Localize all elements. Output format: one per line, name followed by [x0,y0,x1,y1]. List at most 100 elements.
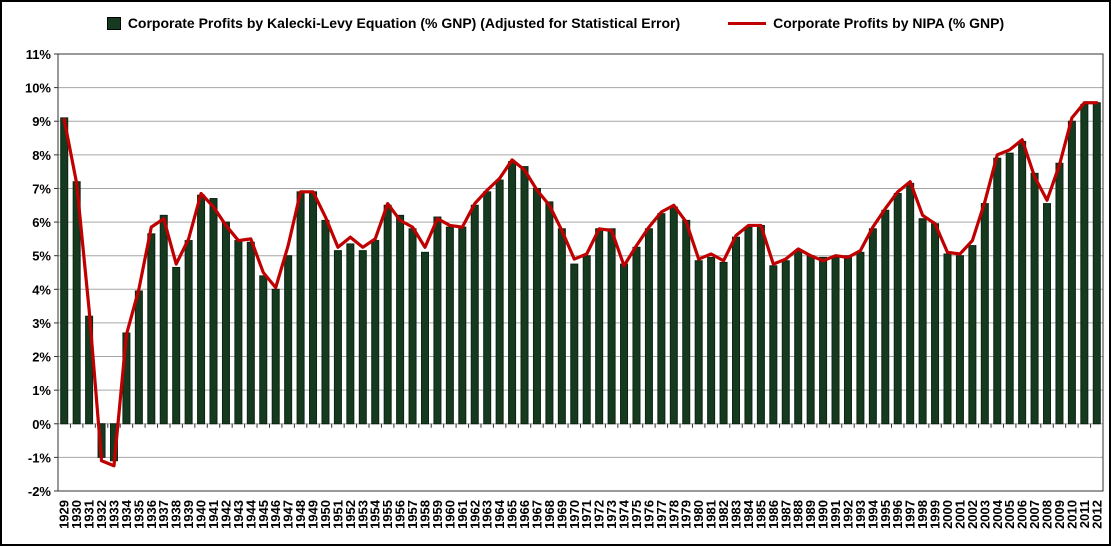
x-tick-label-1939: 1939 [181,500,196,529]
x-tick-label-1948: 1948 [293,500,308,529]
x-tick-label-1936: 1936 [144,500,159,529]
x-tick-label-1956: 1956 [393,500,408,529]
bar-1957 [408,228,417,425]
y-tick-label: 4% [32,282,51,297]
bar-1936 [147,233,156,425]
bar-1942 [221,221,230,425]
x-tick-label-2007: 2007 [1027,500,1042,529]
bar-1977 [657,213,666,425]
bar-1964 [495,179,504,425]
bar-1956 [396,214,405,425]
bar-1948 [296,191,305,425]
x-tick-label-1988: 1988 [791,500,806,529]
x-tick-label-1995: 1995 [878,500,893,529]
bar-1978 [669,206,678,425]
bar-2003 [980,203,989,425]
bar-1980 [694,260,703,425]
bar-2000 [943,253,952,425]
x-tick-label-1984: 1984 [741,499,756,529]
x-tick-label-1938: 1938 [169,500,184,529]
x-tick-label-1951: 1951 [330,500,345,529]
x-tick-label-1975: 1975 [629,500,644,529]
x-tick-label-1953: 1953 [355,500,370,529]
x-tick-label-1994: 1994 [865,499,880,529]
x-tick-label-1942: 1942 [218,500,233,529]
x-tick-label-1959: 1959 [430,500,445,529]
x-tick-label-1979: 1979 [679,500,694,529]
bar-1992 [843,255,852,425]
bar-1986 [769,265,778,425]
x-tick-label-1983: 1983 [729,500,744,529]
bar-1958 [420,251,429,425]
x-tick-label-1970: 1970 [567,500,582,529]
y-tick-label: 1% [32,383,51,398]
x-tick-label-1935: 1935 [131,500,146,529]
bar-1938 [172,266,181,425]
bar-1967 [532,187,541,425]
nipa-line-icon [728,21,767,25]
bar-1965 [508,161,517,425]
x-tick-label-1971: 1971 [579,500,594,529]
bar-1961 [458,226,467,425]
kalecki-swatch-icon [106,16,121,30]
x-tick-label-1961: 1961 [455,500,470,529]
x-tick-label-1980: 1980 [691,500,706,529]
bar-1973 [607,228,616,425]
bar-1994 [868,228,877,425]
x-tick-label-2006: 2006 [1015,500,1030,529]
x-tick-label-2005: 2005 [1002,500,1017,529]
x-tick-label-1949: 1949 [306,500,321,529]
x-tick-label-1945: 1945 [256,500,271,529]
bar-1952 [346,243,355,425]
bar-1944 [246,241,255,425]
bar-2005 [1005,152,1014,425]
bar-1941 [209,198,218,425]
x-tick-label-1947: 1947 [281,500,296,529]
x-tick-label-1981: 1981 [704,500,719,529]
x-tick-label-1950: 1950 [318,500,333,529]
x-tick-label-1986: 1986 [766,500,781,529]
bar-1982 [719,261,728,425]
x-tick-label-2000: 2000 [940,500,955,529]
x-tick-label-1992: 1992 [840,500,855,529]
legend-label-kalecki: Corporate Profits by Kalecki-Levy Equati… [127,15,681,31]
bar-1969 [557,228,566,425]
bar-2004 [993,157,1002,425]
bar-1971 [582,255,591,425]
bar-1979 [682,219,691,425]
bar-1946 [271,288,280,425]
x-tick-label-1996: 1996 [890,500,905,529]
bar-1960 [445,226,454,425]
bar-1997 [906,182,915,425]
bar-1988 [794,250,803,425]
x-tick-label-1982: 1982 [716,500,731,529]
bar-1953 [358,250,367,425]
y-tick-label: -2% [28,484,52,499]
bar-2006 [1018,140,1027,425]
y-tick-label: 2% [32,350,51,365]
bar-1962 [470,204,479,425]
bar-2009 [1055,162,1064,425]
x-tick-label-1941: 1941 [206,500,221,529]
x-tick-label-1998: 1998 [915,500,930,529]
x-tick-label-1966: 1966 [517,500,532,529]
x-tick-label-1944: 1944 [243,499,258,529]
x-tick-label-2012: 2012 [1089,500,1104,529]
y-tick-label: 6% [32,215,51,230]
bar-1935 [134,290,143,425]
x-tick-label-1968: 1968 [542,500,557,529]
x-tick-label-1952: 1952 [343,500,358,529]
bar-1966 [520,166,529,425]
x-tick-label-1991: 1991 [828,500,843,529]
bar-1983 [732,236,741,425]
x-tick-label-1943: 1943 [231,500,246,529]
bar-1939 [184,240,193,425]
legend: Corporate Profits by Kalecki-Levy Equati… [2,7,1109,39]
x-tick-label-2008: 2008 [1040,500,1055,529]
plot-border [57,53,1104,492]
bar-1937 [159,214,168,425]
bar-1947 [284,255,293,425]
x-tick-label-1967: 1967 [529,500,544,529]
